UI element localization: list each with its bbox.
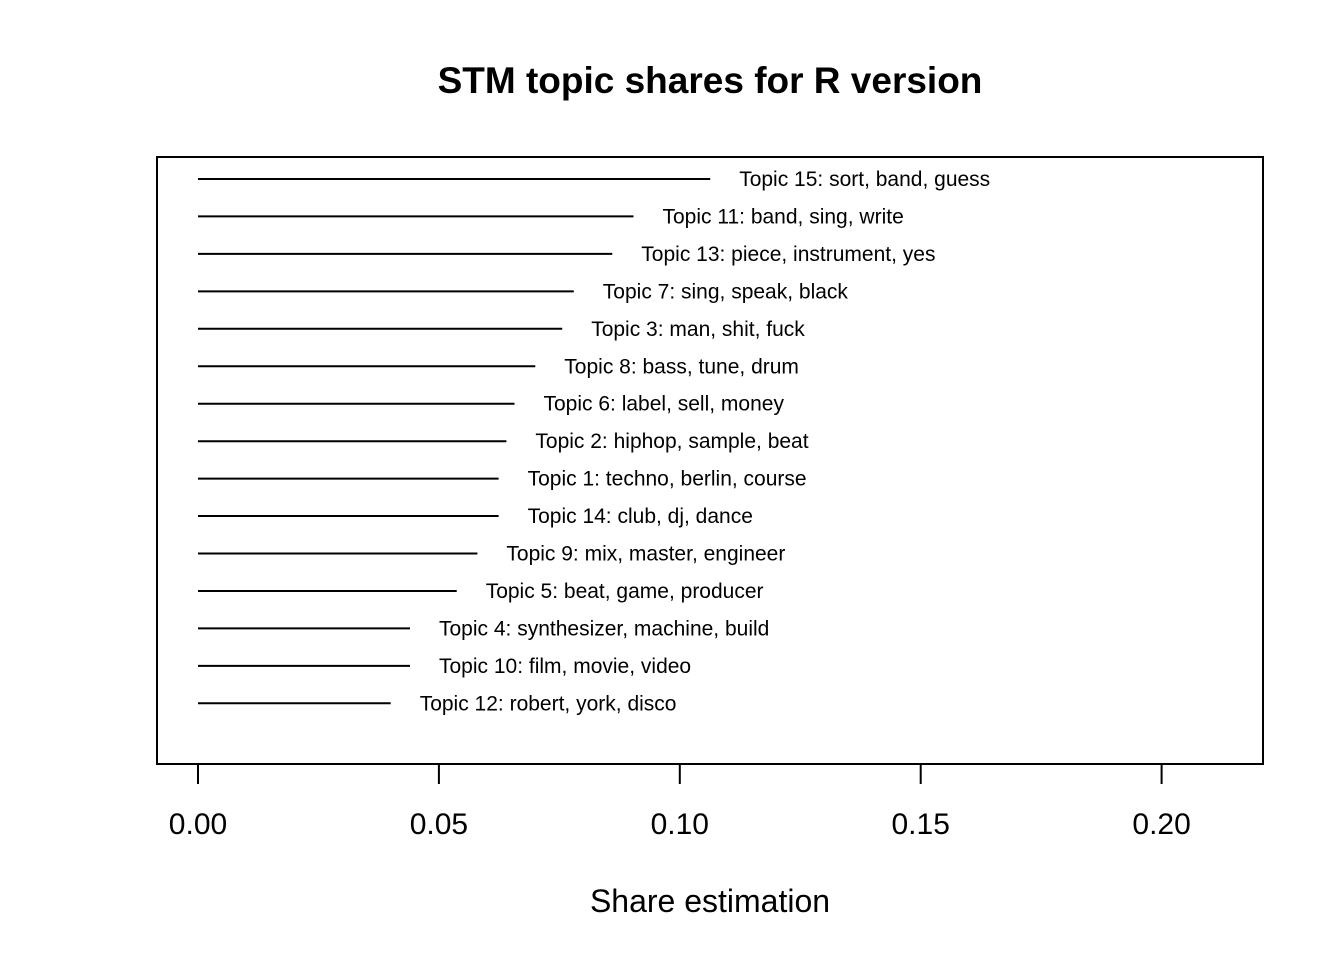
topic-label: Topic 15: sort, band, guess	[739, 168, 990, 191]
x-axis-label: Share estimation	[590, 883, 830, 919]
topic-label: Topic 2: hiphop, sample, beat	[535, 430, 808, 453]
x-tick-label: 0.00	[169, 808, 227, 841]
topic-label: Topic 1: techno, berlin, course	[528, 468, 807, 491]
x-tick-label: 0.10	[651, 808, 709, 841]
topic-label: Topic 11: band, sing, write	[663, 205, 904, 228]
topic-label: Topic 5: beat, game, producer	[486, 580, 764, 603]
bars-group	[198, 178, 711, 705]
chart-title: STM topic shares for R version	[438, 60, 983, 101]
topic-label: Topic 8: bass, tune, drum	[564, 355, 799, 378]
topic-label: Topic 13: piece, instrument, yes	[641, 243, 935, 266]
x-axis: 0.00 0.05 0.10 0.15 0.20	[169, 763, 1191, 841]
topic-labels-group: Topic 15: sort, band, guess Topic 11: ban…	[420, 168, 991, 715]
topic-label: Topic 4: synthesizer, machine, build	[439, 617, 769, 640]
topic-label: Topic 6: label, sell, money	[544, 393, 785, 416]
topic-label: Topic 7: sing, speak, black	[603, 280, 849, 303]
topic-label: Topic 14: club, dj, dance	[528, 505, 753, 528]
topic-label: Topic 10: film, movie, video	[439, 655, 691, 678]
topic-label: Topic 3: man, shit, fuck	[591, 318, 805, 341]
topic-label: Topic 12: robert, york, disco	[420, 692, 677, 715]
x-tick-label: 0.20	[1132, 808, 1190, 841]
x-tick-label: 0.15	[892, 808, 950, 841]
x-tick-label: 0.05	[410, 808, 468, 841]
topic-label: Topic 9: mix, master, engineer	[506, 543, 785, 566]
